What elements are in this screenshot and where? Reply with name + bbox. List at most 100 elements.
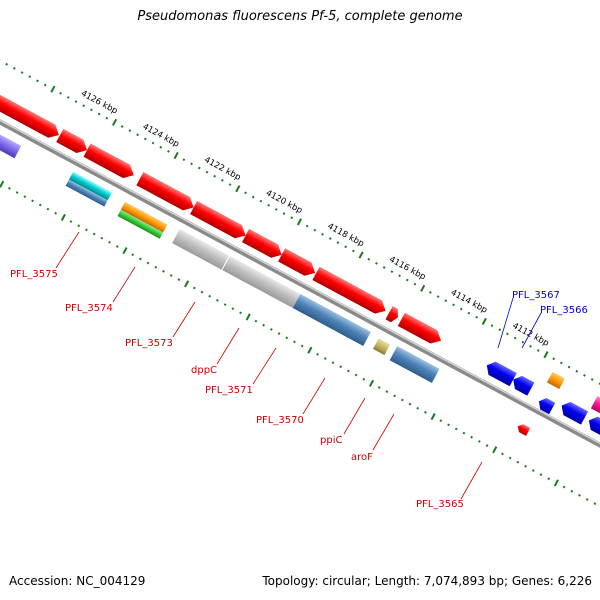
inner-ring-minor-tick xyxy=(192,286,196,290)
gene-label-pfl-3570[interactable]: PFL_3570 xyxy=(256,415,304,426)
scale-label-4120: 4120 kbp xyxy=(264,188,304,216)
feature-green[interactable] xyxy=(117,209,164,239)
feature-gray-2[interactable] xyxy=(222,256,301,309)
outer-ring-minor-tick xyxy=(575,369,579,373)
inner-ring-minor-tick xyxy=(400,398,404,402)
inner-ring-minor-tick xyxy=(585,498,589,501)
outer-ring-minor-tick xyxy=(459,307,463,311)
gene-label-pfl-3575[interactable]: PFL_3575 xyxy=(10,269,58,280)
feature-cds-fwd-1[interactable] xyxy=(0,91,62,141)
feature-orange[interactable] xyxy=(120,201,168,233)
gene-label-pfl-3567[interactable]: PFL_3567 xyxy=(512,290,560,301)
inner-ring-minor-tick xyxy=(562,485,566,489)
feature-gray-1[interactable] xyxy=(172,229,230,270)
gene-label-pfl-3574[interactable]: PFL_3574 xyxy=(65,303,113,314)
outer-ring-minor-tick xyxy=(190,162,193,166)
outer-ring-minor-tick xyxy=(436,295,440,298)
inner-ring-minor-tick xyxy=(169,274,173,277)
gene-label-ppic[interactable]: ppiC xyxy=(320,435,342,446)
feature-cyan[interactable] xyxy=(68,171,112,201)
outer-ring-minor-tick xyxy=(536,349,540,352)
feature-cds-fwd-2[interactable] xyxy=(56,128,90,157)
inner-ring-minor-tick xyxy=(362,377,366,381)
inner-ring-minor-tick xyxy=(216,299,219,302)
outer-ring-minor-tick xyxy=(5,62,9,66)
outer-ring-minor-tick xyxy=(352,249,355,253)
outer-ring-minor-tick xyxy=(513,336,517,340)
feature-steel-2[interactable] xyxy=(292,293,371,346)
inner-ring-major-tick xyxy=(245,313,251,321)
outer-ring-minor-tick xyxy=(328,237,332,240)
gene-label-pfl-3566[interactable]: PFL_3566 xyxy=(540,305,588,316)
inner-ring-minor-tick xyxy=(208,294,212,298)
feature-cds-rev-3[interactable] xyxy=(536,396,556,415)
feature-cds-fwd-4[interactable] xyxy=(136,171,197,214)
inner-ring-minor-tick xyxy=(69,220,73,223)
inner-ring-minor-tick xyxy=(200,290,204,294)
inner-ring-minor-tick xyxy=(424,411,427,414)
gene-label-pfl-3573[interactable]: PFL_3573 xyxy=(125,338,173,349)
outer-ring-minor-tick xyxy=(529,344,532,348)
inner-ring-minor-tick xyxy=(462,431,466,435)
genome-summary-text: Topology: circular; Length: 7,074,893 bp… xyxy=(262,574,592,588)
inner-ring-minor-tick xyxy=(393,394,396,398)
outer-ring-minor-tick xyxy=(506,332,509,336)
inner-ring-minor-tick xyxy=(115,245,119,248)
feature-steel-3[interactable] xyxy=(389,346,440,383)
outer-ring-major-tick xyxy=(358,251,364,259)
feature-cds-fwd-10[interactable] xyxy=(397,312,445,348)
gene-label-layer: PFL_3575 PFL_3574 PFL_3573 dppC PFL_3571… xyxy=(10,231,588,510)
inner-ring-major-tick xyxy=(368,379,375,387)
feature-tan[interactable] xyxy=(372,338,391,356)
inner-ring-minor-tick xyxy=(85,228,88,232)
inner-ring-minor-tick xyxy=(539,473,543,476)
genome-track: 4126 kbp 4124 kbp 4122 kbp 4120 kbp 4118… xyxy=(0,58,600,506)
leader-pfl-3566 xyxy=(521,312,542,349)
inner-ring-minor-tick xyxy=(269,328,273,331)
outer-ring-minor-tick xyxy=(552,357,556,361)
feature-cds-rev-2[interactable] xyxy=(510,373,535,396)
inner-ring-minor-tick xyxy=(524,464,527,468)
outer-ring-minor-tick xyxy=(336,241,340,244)
annotation-features xyxy=(0,117,440,383)
gene-label-dppc[interactable]: dppC xyxy=(191,365,217,376)
outer-ring-minor-tick xyxy=(28,75,32,79)
inner-ring-major-tick xyxy=(0,180,5,188)
outer-ring-major-tick xyxy=(481,317,487,326)
inner-ring-minor-tick xyxy=(300,344,304,348)
outer-ring-minor-tick xyxy=(244,191,247,195)
feature-cds-fwd-6[interactable] xyxy=(241,228,285,262)
feature-cds-fwd-5[interactable] xyxy=(190,200,249,242)
map-title: Pseudomonas fluorescens Pf-5, complete g… xyxy=(137,9,463,24)
feature-cds-fwd-9[interactable] xyxy=(385,306,402,324)
inner-ring-minor-tick xyxy=(454,427,458,431)
inner-ring-major-tick xyxy=(60,213,66,221)
feature-cds-rev-4[interactable] xyxy=(558,399,589,425)
inner-ring-minor-tick xyxy=(15,191,19,194)
leader-pfl-3574 xyxy=(112,266,136,303)
inner-ring-minor-tick xyxy=(46,207,50,211)
feature-cds-fwd-3[interactable] xyxy=(83,143,138,182)
outer-ring-minor-tick xyxy=(413,282,417,286)
feature-cds-rev-1[interactable] xyxy=(483,359,517,387)
inner-ring-minor-tick xyxy=(77,224,81,228)
outer-ring-minor-tick xyxy=(105,116,109,120)
feature-cds-rev-5[interactable] xyxy=(585,414,600,456)
feature-cds-fwd-7[interactable] xyxy=(278,248,319,279)
inner-ring-major-tick xyxy=(492,446,498,454)
inner-ring-minor-tick xyxy=(8,187,11,190)
feature-orange-small[interactable] xyxy=(546,371,565,390)
gene-label-pfl-3571[interactable]: PFL_3571 xyxy=(205,385,253,396)
inner-ring-minor-tick xyxy=(531,469,535,472)
feature-steel-1[interactable] xyxy=(65,179,108,207)
feature-small-red-rev[interactable] xyxy=(515,422,531,436)
feature-purple[interactable] xyxy=(0,117,22,159)
gene-label-arof[interactable]: aroF xyxy=(351,452,373,463)
outer-ring-minor-tick xyxy=(66,96,70,99)
inner-ring-minor-tick xyxy=(516,460,520,464)
gene-label-pfl-3565[interactable]: PFL_3565 xyxy=(416,499,464,510)
reverse-strand-features xyxy=(483,359,600,456)
feature-cds-fwd-8[interactable] xyxy=(312,266,389,318)
scale-label-4118: 4118 kbp xyxy=(326,221,366,249)
